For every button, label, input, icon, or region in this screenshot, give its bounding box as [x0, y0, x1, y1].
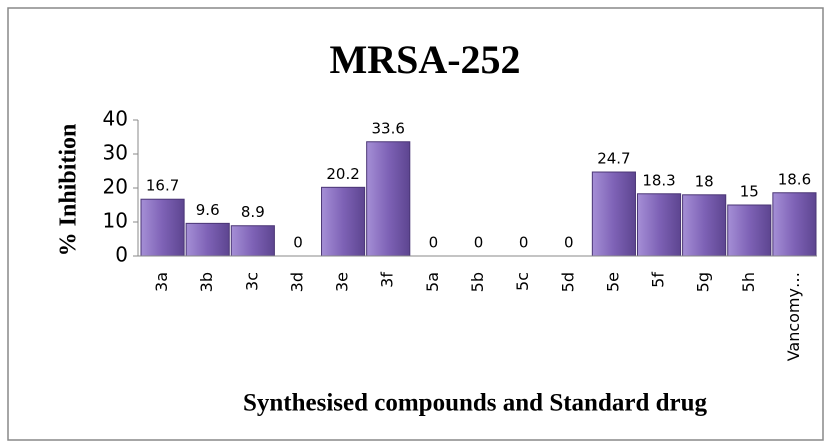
y-tick-label: 20 [103, 175, 128, 199]
x-tick-label: 5g [694, 272, 713, 292]
x-tick-label: 5d [558, 272, 577, 292]
data-label: 8.9 [241, 203, 265, 221]
x-tick-label: 5h [739, 272, 758, 292]
x-tick-label: 3b [197, 272, 216, 292]
x-tick-label: 5b [468, 272, 487, 292]
x-tick-label: Vancomy… [784, 272, 803, 361]
data-label: 15 [740, 183, 759, 201]
bar [321, 186, 366, 257]
bar [185, 222, 230, 257]
x-tick-label: 3a [152, 272, 171, 292]
bar [636, 193, 682, 257]
bar [230, 225, 275, 257]
data-label: 0 [519, 234, 529, 252]
x-tick-label: 5a [423, 272, 442, 292]
data-label: 0 [474, 234, 484, 252]
data-label: 0 [564, 234, 574, 252]
data-label: 33.6 [372, 119, 405, 137]
bar [727, 204, 772, 257]
y-tick-label: 30 [103, 141, 128, 165]
data-label: 18 [695, 172, 714, 190]
y-tick-label: 40 [103, 107, 128, 131]
data-label: 0 [429, 234, 439, 252]
x-tick-label: 3d [287, 272, 306, 292]
bar [140, 198, 185, 257]
data-label: 0 [293, 234, 303, 252]
x-tick-label: 3e [333, 272, 352, 292]
bar [366, 141, 411, 257]
data-label: 20.2 [326, 165, 359, 183]
data-label: 18.3 [642, 171, 675, 189]
data-label: 18.6 [778, 170, 811, 188]
data-label: 16.7 [146, 177, 179, 195]
chart-title: MRSA-252 [329, 37, 520, 82]
y-tick-label: 10 [103, 209, 128, 233]
data-label: 9.6 [196, 201, 220, 219]
bar [772, 192, 817, 257]
x-tick-label: 5c [513, 272, 532, 291]
y-axis-title: % Inhibition [56, 124, 82, 257]
x-axis-title: Synthesised compounds and Standard drug [243, 390, 708, 417]
y-tick-label: 0 [115, 243, 128, 267]
x-tick-label: 5e [603, 272, 622, 292]
x-tick-label: 3f [378, 272, 397, 288]
x-tick-label: 3c [242, 272, 261, 291]
bar [682, 194, 727, 257]
bar [591, 171, 636, 257]
data-label: 24.7 [597, 150, 630, 168]
x-tick-label: 5f [649, 272, 668, 288]
